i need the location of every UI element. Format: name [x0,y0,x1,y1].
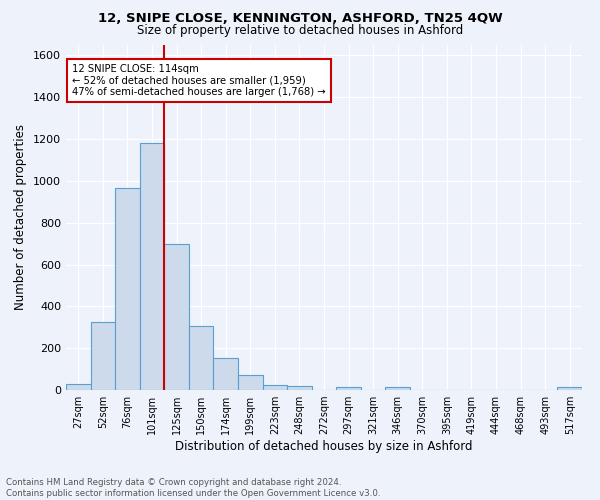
Bar [287,386,312,390]
Bar [214,358,238,390]
Bar [336,387,361,390]
Text: Contains HM Land Registry data © Crown copyright and database right 2024.
Contai: Contains HM Land Registry data © Crown c… [6,478,380,498]
Bar [557,387,582,390]
Bar [189,326,214,390]
Bar [385,388,410,390]
Bar [263,385,287,390]
Bar [91,322,115,390]
Text: Size of property relative to detached houses in Ashford: Size of property relative to detached ho… [137,24,463,37]
Text: 12, SNIPE CLOSE, KENNINGTON, ASHFORD, TN25 4QW: 12, SNIPE CLOSE, KENNINGTON, ASHFORD, TN… [98,12,502,26]
X-axis label: Distribution of detached houses by size in Ashford: Distribution of detached houses by size … [175,440,473,453]
Bar [164,244,189,390]
Bar [140,144,164,390]
Bar [66,384,91,390]
Y-axis label: Number of detached properties: Number of detached properties [14,124,28,310]
Text: 12 SNIPE CLOSE: 114sqm
← 52% of detached houses are smaller (1,959)
47% of semi-: 12 SNIPE CLOSE: 114sqm ← 52% of detached… [72,64,326,97]
Bar [238,376,263,390]
Bar [115,188,140,390]
